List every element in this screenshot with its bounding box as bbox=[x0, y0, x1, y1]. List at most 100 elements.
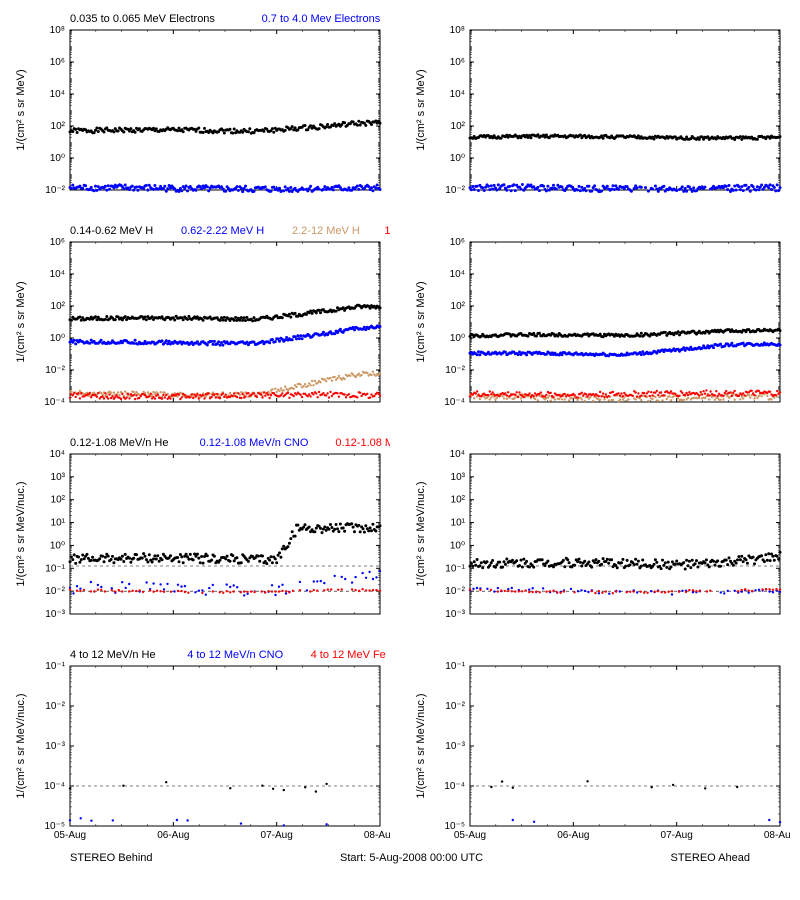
ylabel: 1/(cm² s sr MeV) bbox=[415, 281, 427, 362]
ytick-label: 10¹ bbox=[451, 518, 466, 529]
series-title: 0.035 to 0.065 MeV Electrons bbox=[70, 13, 215, 25]
ytick-label: 10³ bbox=[51, 472, 66, 483]
series-0 bbox=[69, 304, 382, 323]
series-title: 0.12-1.08 MeV Fe bbox=[335, 437, 390, 449]
plot-frame bbox=[70, 454, 380, 614]
ytick-label: 10² bbox=[451, 121, 466, 132]
plot-frame bbox=[470, 242, 780, 402]
ytick-label: 10⁻⁴ bbox=[444, 781, 465, 792]
ylabel: 1/(cm² s sr MeV/nuc.) bbox=[415, 481, 427, 586]
series-title: 4 to 12 MeV Fe bbox=[311, 649, 386, 661]
ylabel: 1/(cm² s sr MeV) bbox=[15, 69, 27, 150]
xtick-label: 07-Aug bbox=[261, 830, 293, 841]
series-0 bbox=[469, 551, 782, 571]
panel-1-1: 10⁻⁴ 10⁻² 10⁰ 10² 10⁴ 10⁶ 1/(cm² s sr MeV) bbox=[410, 222, 790, 432]
panel-0-0: 0.035 to 0.065 MeV Electrons 0.7 to 4.0 M… bbox=[10, 10, 390, 220]
ytick-label: 10⁸ bbox=[450, 25, 465, 36]
ytick-label: 10¹ bbox=[51, 518, 66, 529]
xtick-label: 05-Aug bbox=[54, 830, 86, 841]
ytick-label: 10⁻² bbox=[445, 586, 465, 597]
panel-1-0: 0.14-0.62 MeV H 0.62-2.22 MeV H 2.2-12 MeV… bbox=[10, 222, 390, 432]
series-0 bbox=[69, 120, 382, 135]
ytick-label: 10⁴ bbox=[450, 89, 465, 100]
ytick-label: 10² bbox=[51, 301, 66, 312]
ytick-label: 10⁶ bbox=[50, 237, 65, 248]
ytick-label: 10² bbox=[51, 495, 66, 506]
ytick-label: 10⁻¹ bbox=[445, 563, 465, 574]
series-title: 0.62-2.22 MeV H bbox=[181, 225, 264, 237]
ytick-label: 10⁻¹ bbox=[45, 661, 65, 672]
ylabel: 1/(cm² s sr MeV/nuc.) bbox=[415, 693, 427, 798]
ytick-label: 10⁸ bbox=[50, 25, 65, 36]
ylabel: 1/(cm² s sr MeV/nuc.) bbox=[15, 481, 27, 586]
panel-2-1: 10⁻³ 10⁻² 10⁻¹ 10⁰ 10¹ 10² 10³ 10⁴ 1/(cm² s sr M… bbox=[410, 434, 790, 644]
series-title: 4 to 12 MeV/n CNO bbox=[187, 649, 283, 661]
ytick-label: 10⁻¹ bbox=[45, 563, 65, 574]
ytick-label: 10⁰ bbox=[450, 333, 465, 344]
ytick-label: 10⁻² bbox=[445, 365, 465, 376]
series-1 bbox=[469, 341, 782, 357]
ytick-label: 10⁴ bbox=[50, 269, 65, 280]
series-0 bbox=[469, 328, 782, 339]
panel-0-1: 10⁻²10⁰10²10⁴10⁶10⁸1/(cm² s sr MeV) bbox=[410, 10, 790, 220]
panel-row0-right: 10⁻²10⁰10²10⁴10⁶10⁸1/(cm² s sr MeV) bbox=[410, 10, 790, 220]
ytick-label: 10⁻³ bbox=[445, 609, 465, 620]
panel-row1-left: 0.14-0.62 MeV H 0.62-2.22 MeV H 2.2-12 MeV… bbox=[10, 222, 390, 432]
ytick-label: 10⁻³ bbox=[45, 741, 65, 752]
series-title: 13-100 MeV H bbox=[384, 225, 390, 237]
ytick-label: 10⁻⁴ bbox=[44, 397, 65, 408]
ytick-label: 10² bbox=[451, 301, 466, 312]
series-1 bbox=[69, 817, 328, 827]
ytick-label: 10⁻² bbox=[45, 701, 65, 712]
series-title: 2.2-12 MeV H bbox=[292, 225, 360, 237]
panel-row1-right: 10⁻⁴ 10⁻² 10⁰ 10² 10⁴ 10⁶ 1/(cm² s sr MeV) bbox=[410, 222, 790, 432]
ytick-label: 10⁶ bbox=[50, 57, 65, 68]
ytick-label: 10⁻³ bbox=[445, 741, 465, 752]
plot-frame bbox=[70, 30, 380, 190]
series-0 bbox=[69, 522, 382, 565]
ytick-label: 10⁴ bbox=[450, 449, 465, 460]
xtick-label: 08-Aug bbox=[364, 830, 390, 841]
ytick-label: 10⁰ bbox=[450, 540, 465, 551]
panel-3-1: 10⁻⁵10⁻⁴10⁻³10⁻²10⁻¹05-Aug06-Aug07-Aug08… bbox=[410, 646, 790, 856]
ylabel: 1/(cm² s sr MeV) bbox=[415, 69, 427, 150]
ytick-label: 10⁻³ bbox=[45, 609, 65, 620]
xtick-label: 05-Aug bbox=[454, 830, 486, 841]
ytick-label: 10⁻² bbox=[45, 365, 65, 376]
panel-2-0: 0.12-1.08 MeV/n He0.12-1.08 MeV/n CNO0.1… bbox=[10, 434, 390, 644]
ytick-label: 10⁰ bbox=[50, 153, 65, 164]
ytick-label: 10⁴ bbox=[50, 89, 65, 100]
ytick-label: 10⁴ bbox=[450, 269, 465, 280]
ytick-label: 10⁶ bbox=[450, 57, 465, 68]
ytick-label: 10⁶ bbox=[450, 237, 465, 248]
series-title: 0.14-0.62 MeV H bbox=[70, 225, 153, 237]
panel-row3-right: 10⁻⁵10⁻⁴10⁻³10⁻²10⁻¹05-Aug06-Aug07-Aug08… bbox=[410, 646, 790, 856]
ytick-label: 10⁻¹ bbox=[445, 661, 465, 672]
series-0 bbox=[469, 133, 782, 141]
series-1 bbox=[69, 325, 382, 347]
series-title: 0.12-1.08 MeV/n CNO bbox=[200, 437, 309, 449]
plot-frame bbox=[70, 666, 380, 826]
xtick-label: 08-Aug bbox=[764, 830, 790, 841]
series-0 bbox=[69, 781, 328, 793]
series-0 bbox=[490, 780, 738, 790]
plot-frame bbox=[470, 666, 780, 826]
ytick-label: 10⁻⁴ bbox=[444, 397, 465, 408]
series-title: 0.7 to 4.0 Mev Electrons bbox=[262, 13, 381, 25]
ylabel: 1/(cm² s sr MeV/nuc.) bbox=[15, 693, 27, 798]
series-1 bbox=[512, 819, 782, 824]
ytick-label: 10³ bbox=[451, 472, 466, 483]
panel-row2-left: 0.12-1.08 MeV/n He0.12-1.08 MeV/n CNO0.1… bbox=[10, 434, 390, 644]
ytick-label: 10⁴ bbox=[50, 449, 65, 460]
panel-row2-right: 10⁻³ 10⁻² 10⁻¹ 10⁰ 10¹ 10² 10³ 10⁴ 1/(cm² s sr M… bbox=[410, 434, 790, 644]
xtick-label: 07-Aug bbox=[661, 830, 693, 841]
ytick-label: 10⁻² bbox=[45, 185, 65, 196]
panel-row0-left: 0.035 to 0.065 MeV Electrons 0.7 to 4.0 M… bbox=[10, 10, 390, 220]
plot-frame bbox=[470, 30, 780, 190]
ytick-label: 10² bbox=[451, 495, 466, 506]
plot-frame bbox=[470, 454, 780, 614]
series-3 bbox=[69, 391, 381, 401]
panel-row3-left: 4 to 12 MeV/n He4 to 12 MeV/n CNO4 to 12… bbox=[10, 646, 390, 856]
xtick-label: 06-Aug bbox=[557, 830, 589, 841]
ytick-label: 10⁻² bbox=[445, 185, 465, 196]
